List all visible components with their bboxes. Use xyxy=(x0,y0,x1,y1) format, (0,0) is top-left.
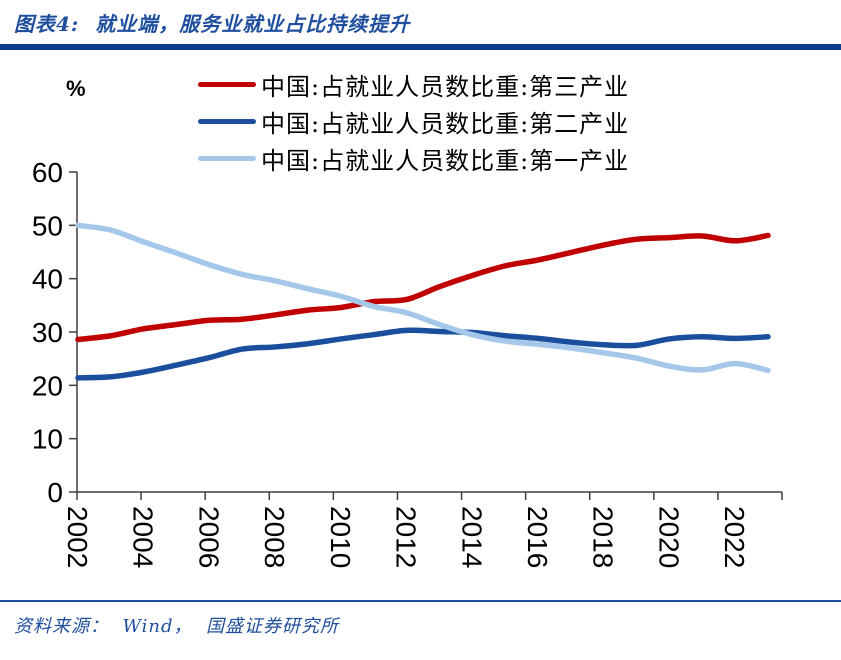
source-note: 资料来源： Wind， 国盛证券研究所 xyxy=(14,616,339,637)
chart-legend: 中国:占就业人员数比重:第三产业 中国:占就业人员数比重:第二产业 中国:占就业… xyxy=(198,66,629,177)
x-tick-label: 2012 xyxy=(391,506,422,568)
x-tick-label: 2016 xyxy=(522,506,553,568)
series-line-2 xyxy=(75,222,771,374)
legend-line-swatch-primary xyxy=(198,156,256,161)
y-tick-label: 20 xyxy=(32,370,63,401)
y-tick-label: 10 xyxy=(32,424,63,455)
series-line-0 xyxy=(75,232,771,343)
x-tick-label: 2006 xyxy=(193,506,224,568)
legend-item-secondary: 中国:占就业人员数比重:第二产业 xyxy=(198,103,629,140)
legend-item-tertiary: 中国:占就业人员数比重:第三产业 xyxy=(198,66,629,103)
legend-label-secondary: 中国:占就业人员数比重:第二产业 xyxy=(261,110,630,138)
series-line-1 xyxy=(75,327,771,381)
footer-divider xyxy=(0,600,841,602)
page-title: 图表4: 就业端，服务业就业占比持续提升 xyxy=(14,12,411,36)
legend-label-primary: 中国:占就业人员数比重:第一产业 xyxy=(261,147,630,175)
x-tick-label: 2022 xyxy=(719,506,750,568)
y-tick-label: 40 xyxy=(32,264,63,295)
y-tick-label: 50 xyxy=(32,210,63,241)
x-tick-label: 2018 xyxy=(588,506,619,568)
legend-label-tertiary: 中国:占就业人员数比重:第三产业 xyxy=(261,73,630,101)
x-tick-label: 2020 xyxy=(653,506,684,568)
x-tick-label: 2010 xyxy=(325,506,356,568)
x-tick-label: 2014 xyxy=(456,506,487,568)
x-tick-label: 2008 xyxy=(259,506,290,568)
y-axis-unit-label: % xyxy=(66,76,86,101)
legend-line-swatch-tertiary xyxy=(198,82,256,87)
x-tick-label: 2004 xyxy=(128,506,159,568)
y-tick-label: 0 xyxy=(47,477,63,508)
legend-line-swatch-secondary xyxy=(198,119,256,124)
title-divider xyxy=(0,44,841,50)
legend-item-primary: 中国:占就业人员数比重:第一产业 xyxy=(198,140,629,177)
x-tick-label: 2002 xyxy=(62,506,93,568)
y-tick-label: 60 xyxy=(32,157,63,188)
y-tick-label: 30 xyxy=(32,317,63,348)
